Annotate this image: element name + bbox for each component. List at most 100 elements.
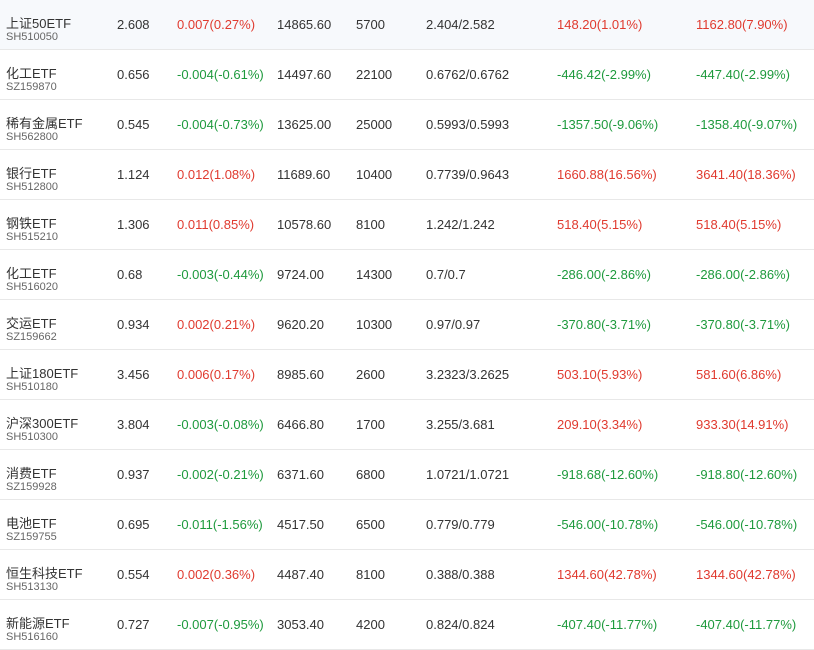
table-row[interactable]: 稀有金属ETF SH562800 0.545 -0.004(-0.73%) 13… — [0, 100, 814, 150]
etf-name-link[interactable]: 新能源ETF — [6, 616, 70, 631]
table-row[interactable]: 钢铁ETF SH515210 1.306 0.011(0.85%) 10578.… — [0, 200, 814, 250]
pnl2-cell: -447.40(-2.99%) — [696, 67, 790, 82]
pnl2-cell: 3641.40(18.36%) — [696, 167, 796, 182]
etf-code: SZ159662 — [6, 331, 57, 343]
etf-code: SH515210 — [6, 231, 58, 243]
pnl1-cell: 1344.60(42.78%) — [557, 567, 657, 582]
etf-name-link[interactable]: 稀有金属ETF — [6, 116, 83, 131]
price-cell: 2.608 — [117, 17, 150, 32]
etf-code: SZ159870 — [6, 81, 57, 93]
pnl1-cell: -918.68(-12.60%) — [557, 467, 659, 482]
etf-name-link[interactable]: 交运ETF — [6, 316, 57, 331]
pnl1-cell: 209.10(3.34%) — [557, 417, 643, 432]
amount-cell: 3053.40 — [277, 617, 324, 632]
etf-name-link[interactable]: 上证50ETF — [6, 16, 72, 31]
etf-name-link[interactable]: 恒生科技ETF — [6, 566, 83, 581]
change-cell: -0.003(-0.08%) — [177, 417, 264, 432]
table-row[interactable]: 电池ETF SZ159755 0.695 -0.011(-1.56%) 4517… — [0, 500, 814, 550]
price-cell: 0.554 — [117, 567, 150, 582]
pnl2-cell: -286.00(-2.86%) — [696, 267, 790, 282]
volume-cell: 6500 — [356, 517, 385, 532]
etf-name-link[interactable]: 化工ETF — [6, 266, 57, 281]
price-cell: 3.804 — [117, 417, 150, 432]
price-cell: 0.695 — [117, 517, 150, 532]
etf-code: SH512800 — [6, 181, 58, 193]
price-cell: 0.545 — [117, 117, 150, 132]
table-row[interactable]: 新能源ETF SH516160 0.727 -0.007(-0.95%) 305… — [0, 600, 814, 650]
etf-code: SH513130 — [6, 581, 58, 593]
etf-name-link[interactable]: 钢铁ETF — [6, 216, 57, 231]
etf-code: SH510050 — [6, 31, 58, 43]
etf-name-link[interactable]: 沪深300ETF — [6, 416, 79, 431]
etf-name-link[interactable]: 化工ETF — [6, 66, 57, 81]
range-cell: 3.255/3.681 — [426, 417, 495, 432]
amount-cell: 6371.60 — [277, 467, 324, 482]
price-cell: 1.306 — [117, 217, 150, 232]
pnl2-cell: -546.00(-10.78%) — [696, 517, 798, 532]
range-cell: 0.7739/0.9643 — [426, 167, 510, 182]
amount-cell: 14865.60 — [277, 17, 332, 32]
table-row[interactable]: 沪深300ETF SH510300 3.804 -0.003(-0.08%) 6… — [0, 400, 814, 450]
pnl1-cell: 503.10(5.93%) — [557, 367, 643, 382]
etf-code: SZ159928 — [6, 481, 57, 493]
table-row[interactable]: 上证50ETF SH510050 2.608 0.007(0.27%) 1486… — [0, 0, 814, 50]
pnl1-cell: -546.00(-10.78%) — [557, 517, 659, 532]
price-cell: 0.727 — [117, 617, 150, 632]
table-row[interactable]: 恒生科技ETF SH513130 0.554 0.002(0.36%) 4487… — [0, 550, 814, 600]
etf-code: SH516020 — [6, 281, 58, 293]
price-cell: 0.68 — [117, 267, 143, 282]
price-cell: 0.934 — [117, 317, 150, 332]
amount-cell: 9620.20 — [277, 317, 324, 332]
price-cell: 0.937 — [117, 467, 150, 482]
volume-cell: 10400 — [356, 167, 393, 182]
range-cell: 0.779/0.779 — [426, 517, 495, 532]
table-row[interactable]: 消费ETF SZ159928 0.937 -0.002(-0.21%) 6371… — [0, 450, 814, 500]
price-cell: 0.656 — [117, 67, 150, 82]
pnl1-cell: -286.00(-2.86%) — [557, 267, 651, 282]
change-cell: -0.002(-0.21%) — [177, 467, 264, 482]
change-cell: 0.011(0.85%) — [177, 217, 255, 232]
change-cell: -0.003(-0.44%) — [177, 267, 264, 282]
pnl2-cell: 518.40(5.15%) — [696, 217, 782, 232]
etf-name-link[interactable]: 消费ETF — [6, 466, 57, 481]
range-cell: 0.824/0.824 — [426, 617, 495, 632]
amount-cell: 14497.60 — [277, 67, 332, 82]
pnl1-cell: 148.20(1.01%) — [557, 17, 643, 32]
pnl1-cell: 518.40(5.15%) — [557, 217, 643, 232]
etf-name-link[interactable]: 上证180ETF — [6, 366, 79, 381]
etf-name-link[interactable]: 银行ETF — [6, 166, 57, 181]
change-cell: 0.012(1.08%) — [177, 167, 256, 182]
range-cell: 3.2323/3.2625 — [426, 367, 510, 382]
range-cell: 0.97/0.97 — [426, 317, 481, 332]
pnl2-cell: -1358.40(-9.07%) — [696, 117, 798, 132]
table-row[interactable]: 银行ETF SH512800 1.124 0.012(1.08%) 11689.… — [0, 150, 814, 200]
etf-name-link[interactable]: 电池ETF — [6, 516, 57, 531]
volume-cell: 25000 — [356, 117, 393, 132]
pnl2-cell: -918.80(-12.60%) — [696, 467, 798, 482]
range-cell: 1.0721/1.0721 — [426, 467, 510, 482]
volume-cell: 4200 — [356, 617, 385, 632]
price-cell: 3.456 — [117, 367, 150, 382]
etf-code: SH510300 — [6, 431, 58, 443]
amount-cell: 4487.40 — [277, 567, 324, 582]
volume-cell: 2600 — [356, 367, 385, 382]
pnl2-cell: -370.80(-3.71%) — [696, 317, 790, 332]
etf-code: SZ159755 — [6, 531, 57, 543]
change-cell: -0.004(-0.73%) — [177, 117, 264, 132]
pnl1-cell: 1660.88(16.56%) — [557, 167, 657, 182]
volume-cell: 14300 — [356, 267, 393, 282]
pnl2-cell: -407.40(-11.77%) — [696, 617, 797, 632]
table-row[interactable]: 上证180ETF SH510180 3.456 0.006(0.17%) 898… — [0, 350, 814, 400]
table-row[interactable]: 交运ETF SZ159662 0.934 0.002(0.21%) 9620.2… — [0, 300, 814, 350]
volume-cell: 5700 — [356, 17, 385, 32]
table-row[interactable]: 化工ETF SZ159870 0.656 -0.004(-0.61%) 1449… — [0, 50, 814, 100]
table-row[interactable]: 化工ETF SH516020 0.68 -0.003(-0.44%) 9724.… — [0, 250, 814, 300]
pnl2-cell: 581.60(6.86%) — [696, 367, 782, 382]
change-cell: -0.007(-0.95%) — [177, 617, 264, 632]
pnl1-cell: -370.80(-3.71%) — [557, 317, 651, 332]
change-cell: 0.007(0.27%) — [177, 17, 256, 32]
change-cell: 0.002(0.21%) — [177, 317, 256, 332]
pnl2-cell: 1162.80(7.90%) — [696, 17, 788, 32]
volume-cell: 8100 — [356, 567, 385, 582]
